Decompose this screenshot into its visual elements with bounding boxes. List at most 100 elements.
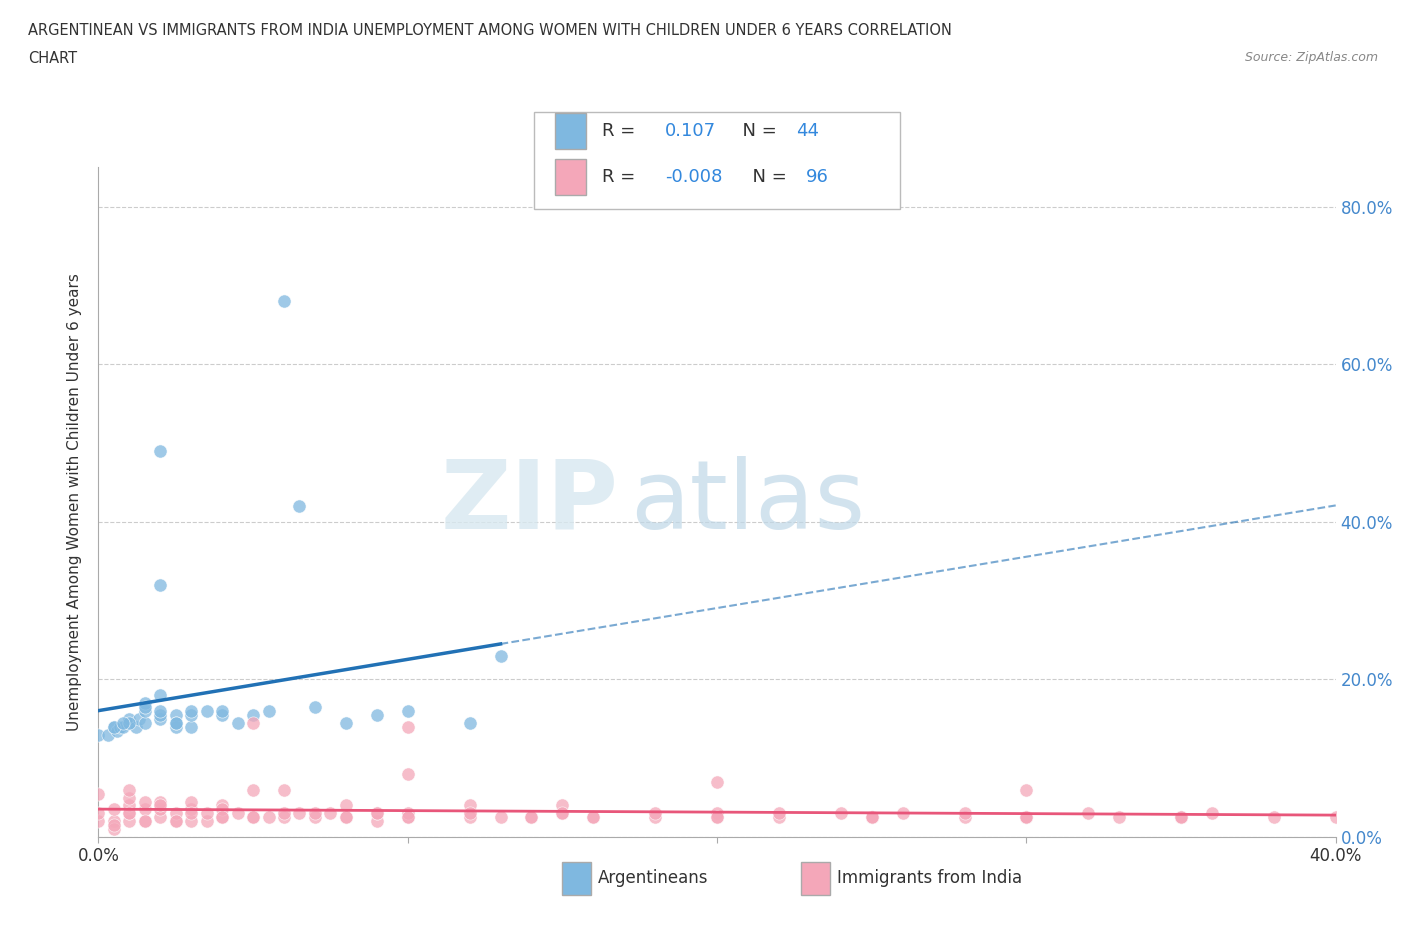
Point bbox=[242, 715, 264, 730]
Point bbox=[149, 794, 172, 809]
Point bbox=[644, 810, 666, 825]
Point bbox=[118, 782, 141, 797]
Point bbox=[97, 727, 120, 742]
Point bbox=[124, 719, 146, 734]
Point bbox=[458, 810, 481, 825]
Text: Argentineans: Argentineans bbox=[598, 870, 709, 887]
Point bbox=[87, 727, 110, 742]
Text: 44: 44 bbox=[796, 122, 818, 140]
Point bbox=[706, 810, 728, 825]
Point bbox=[165, 715, 187, 730]
Point bbox=[489, 648, 512, 663]
Point bbox=[520, 810, 543, 825]
Point bbox=[1015, 810, 1038, 825]
Point bbox=[242, 810, 264, 825]
Point bbox=[165, 715, 187, 730]
Point bbox=[112, 719, 135, 734]
Point bbox=[366, 814, 388, 829]
Point bbox=[706, 810, 728, 825]
Point bbox=[180, 802, 202, 817]
Point bbox=[149, 703, 172, 718]
Point bbox=[830, 806, 852, 821]
Point bbox=[112, 715, 135, 730]
Point bbox=[366, 806, 388, 821]
Point bbox=[288, 498, 311, 513]
Point bbox=[180, 703, 202, 718]
Point bbox=[706, 775, 728, 790]
Point bbox=[149, 711, 172, 726]
Text: ZIP: ZIP bbox=[440, 456, 619, 549]
Point bbox=[366, 708, 388, 723]
Point bbox=[134, 703, 156, 718]
Point bbox=[1324, 810, 1347, 825]
Point bbox=[103, 817, 125, 832]
Point bbox=[211, 810, 233, 825]
Point bbox=[273, 294, 295, 309]
Point bbox=[226, 715, 249, 730]
Text: N =: N = bbox=[741, 168, 793, 186]
Point bbox=[242, 810, 264, 825]
Point bbox=[149, 810, 172, 825]
Point bbox=[644, 806, 666, 821]
Point bbox=[108, 719, 131, 734]
Point bbox=[891, 806, 914, 821]
Point bbox=[165, 814, 187, 829]
Point bbox=[520, 810, 543, 825]
Point bbox=[103, 822, 125, 837]
Point bbox=[458, 715, 481, 730]
Text: 96: 96 bbox=[806, 168, 828, 186]
Point bbox=[582, 810, 605, 825]
Point bbox=[195, 806, 218, 821]
Point bbox=[165, 806, 187, 821]
Point bbox=[1015, 810, 1038, 825]
Point bbox=[87, 806, 110, 821]
Point bbox=[396, 719, 419, 734]
Point bbox=[273, 782, 295, 797]
Point bbox=[87, 786, 110, 801]
Point bbox=[180, 719, 202, 734]
Point bbox=[128, 711, 150, 726]
Point bbox=[211, 708, 233, 723]
Point bbox=[134, 715, 156, 730]
Point bbox=[551, 798, 574, 813]
Point bbox=[118, 806, 141, 821]
Point bbox=[118, 711, 141, 726]
Point bbox=[304, 699, 326, 714]
Point bbox=[195, 814, 218, 829]
Text: CHART: CHART bbox=[28, 51, 77, 66]
Point bbox=[103, 814, 125, 829]
Point bbox=[335, 715, 357, 730]
Point bbox=[118, 715, 141, 730]
Point bbox=[149, 444, 172, 458]
Point bbox=[335, 810, 357, 825]
Point bbox=[335, 810, 357, 825]
Point bbox=[458, 798, 481, 813]
Point bbox=[87, 814, 110, 829]
Point bbox=[149, 708, 172, 723]
Point bbox=[489, 810, 512, 825]
Point bbox=[396, 703, 419, 718]
Point bbox=[211, 798, 233, 813]
Point bbox=[134, 696, 156, 711]
Point bbox=[396, 810, 419, 825]
Point bbox=[118, 806, 141, 821]
Text: Source: ZipAtlas.com: Source: ZipAtlas.com bbox=[1244, 51, 1378, 64]
Point bbox=[180, 708, 202, 723]
Point bbox=[103, 802, 125, 817]
Point bbox=[1201, 806, 1223, 821]
Point bbox=[134, 814, 156, 829]
Point bbox=[1015, 782, 1038, 797]
Point bbox=[582, 810, 605, 825]
Text: ARGENTINEAN VS IMMIGRANTS FROM INDIA UNEMPLOYMENT AMONG WOMEN WITH CHILDREN UNDE: ARGENTINEAN VS IMMIGRANTS FROM INDIA UNE… bbox=[28, 23, 952, 38]
Point bbox=[118, 814, 141, 829]
Point bbox=[1077, 806, 1099, 821]
Point bbox=[335, 798, 357, 813]
Point bbox=[706, 806, 728, 821]
Point bbox=[180, 814, 202, 829]
Point bbox=[149, 688, 172, 703]
Point bbox=[1263, 810, 1285, 825]
Point bbox=[134, 794, 156, 809]
Point bbox=[257, 810, 280, 825]
Text: N =: N = bbox=[731, 122, 783, 140]
Point bbox=[103, 719, 125, 734]
